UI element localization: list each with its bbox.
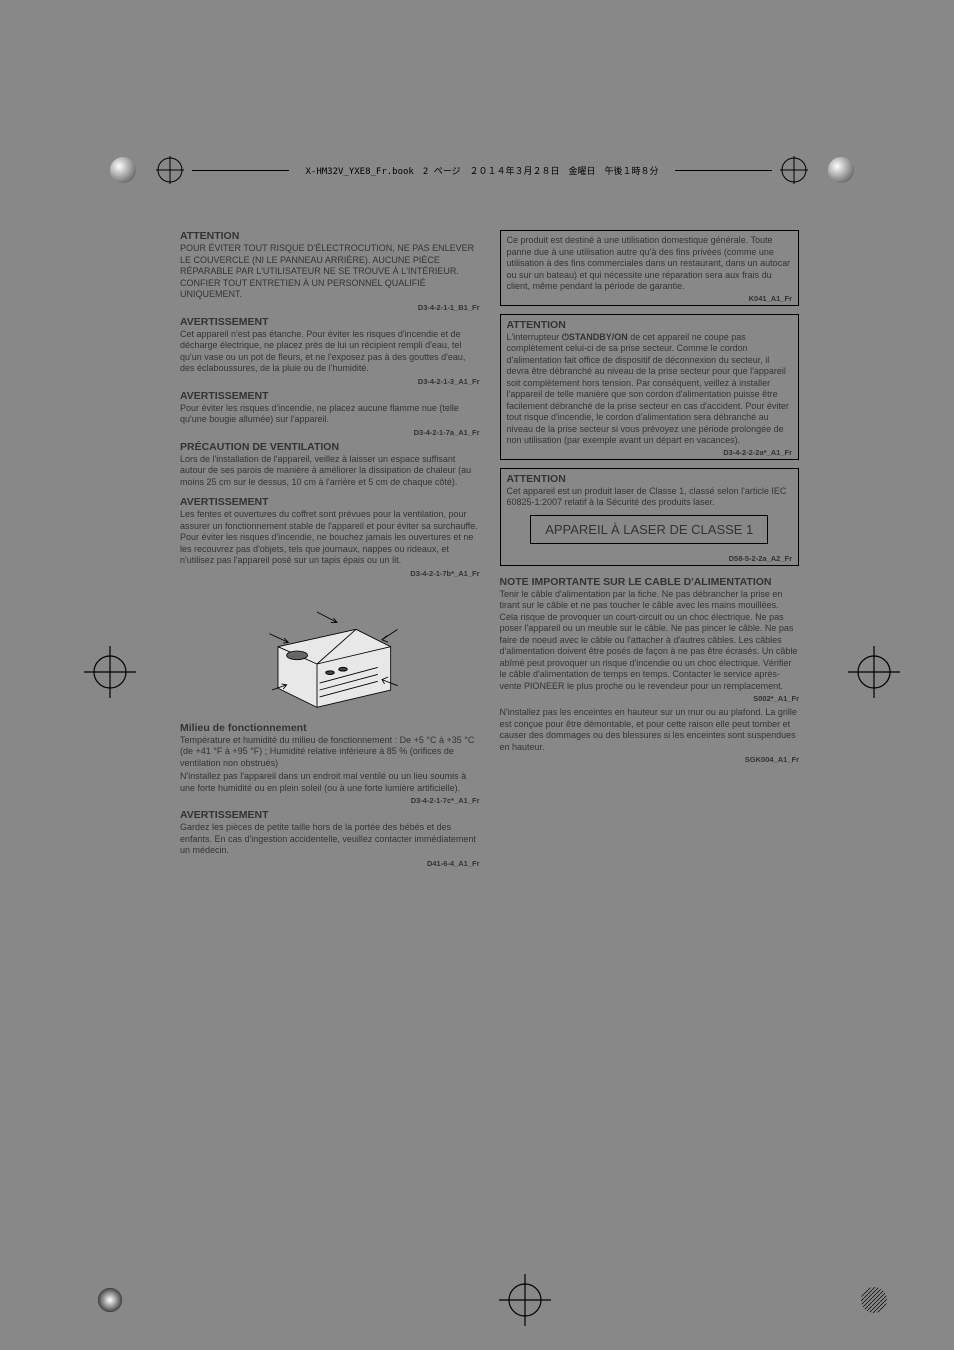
print-header: X-HM32V_YXE8_Fr.book 2 ページ ２０１４年３月２８日 金曜… xyxy=(110,158,874,182)
ref-code: D3-4-2-1-7c*_A1_Fr xyxy=(180,796,480,805)
ref-code: D3-4-2-1-1_B1_Fr xyxy=(180,303,480,312)
para-laser: Cet appareil est un produit laser de Cla… xyxy=(507,486,793,509)
header-circle-graphic xyxy=(110,157,136,183)
header-jp-text: X-HM32V_YXE8_Fr.book 2 ページ ２０１４年３月２８日 金曜… xyxy=(305,164,658,177)
header-rule xyxy=(192,170,289,171)
box-standby: ATTENTION L'interrupteur ⏻STANDBY/ON de … xyxy=(500,314,800,460)
header-rule xyxy=(675,170,772,171)
box-laser: ATTENTION Cet appareil est un produit la… xyxy=(500,468,800,566)
heading-attention: ATTENTION xyxy=(180,230,480,242)
para-env-temp: Température et humidité du milieu de fon… xyxy=(180,735,480,770)
ref-code: SGK004_A1_Fr xyxy=(500,755,800,764)
ref-code: D3-4-2-1-3_A1_Fr xyxy=(180,377,480,386)
standby-label: ⏻STANDBY/ON xyxy=(562,332,628,342)
box-domestic-use: Ce produit est destiné à une utilisation… xyxy=(500,230,800,306)
para-water: Cet appareil n'est pas étanche. Pour évi… xyxy=(180,329,480,375)
crosshair-icon xyxy=(844,642,904,702)
header-circle-graphic xyxy=(828,157,854,183)
ref-code: D58-5-2-2a_A2_Fr xyxy=(507,554,793,563)
heading-cable: NOTE IMPORTANTE SUR LE CABLE D'ALIMENTAT… xyxy=(500,576,800,588)
para-electrocution: POUR ÉVITER TOUT RISQUE D'ÉLECTROCUTION,… xyxy=(180,243,480,301)
device-illustration xyxy=(240,586,420,716)
heading-avertissement: AVERTISSEMENT xyxy=(180,316,480,328)
heading-avertissement: AVERTISSEMENT xyxy=(180,496,480,508)
heading-milieu: Milieu de fonctionnement xyxy=(180,722,480,734)
reg-corner-icon xyxy=(844,1270,904,1330)
ref-code: K041_A1_Fr xyxy=(507,294,793,303)
heading-attention: ATTENTION xyxy=(507,319,793,331)
left-column: ATTENTION POUR ÉVITER TOUT RISQUE D'ÉLEC… xyxy=(180,230,480,1230)
reg-corner-icon xyxy=(80,1270,140,1330)
laser-class-label: APPAREIL À LASER DE CLASSE 1 xyxy=(530,515,768,544)
page-content: ATTENTION POUR ÉVITER TOUT RISQUE D'ÉLEC… xyxy=(180,230,799,1230)
para-domestic: Ce produit est destiné à une utilisation… xyxy=(507,235,793,293)
crosshair-icon xyxy=(780,156,808,184)
crosshair-icon xyxy=(156,156,184,184)
laser-label-wrap: APPAREIL À LASER DE CLASSE 1 D58-5-2-2a_… xyxy=(507,509,793,563)
para-ventilation-install: Lors de l'installation de l'appareil, ve… xyxy=(180,454,480,489)
ref-code: D41-6-4_A1_Fr xyxy=(180,859,480,868)
heading-ventilation: PRÉCAUTION DE VENTILATION xyxy=(180,441,480,453)
ref-code: D3-4-2-1-7b*_A1_Fr xyxy=(180,569,480,578)
para-cable: Tenir le câble d'alimentation par la fic… xyxy=(500,589,800,693)
para-flame: Pour éviter les risques d'incendie, ne p… xyxy=(180,403,480,426)
text-fragment: de cet appareil ne coupe pas complètemen… xyxy=(507,332,789,446)
crosshair-icon xyxy=(495,1270,555,1330)
para-speakers: N'installez pas les enceintes en hauteur… xyxy=(500,707,800,753)
ref-code: D3-4-2-2-2a*_A1_Fr xyxy=(507,448,793,457)
para-env-install: N'installez pas l'appareil dans un endro… xyxy=(180,771,480,794)
ref-code: S002*_A1_Fr xyxy=(500,694,800,703)
heading-avertissement: AVERTISSEMENT xyxy=(180,809,480,821)
right-column: Ce produit est destiné à une utilisation… xyxy=(500,230,800,1230)
heading-attention: ATTENTION xyxy=(507,473,793,485)
para-small-parts: Gardez les pièces de petite taille hors … xyxy=(180,822,480,857)
ref-code: D3-4-2-1-7a_A1_Fr xyxy=(180,428,480,437)
crosshair-icon xyxy=(80,642,140,702)
para-ventilation-slots: Les fentes et ouvertures du coffret sont… xyxy=(180,509,480,567)
heading-avertissement: AVERTISSEMENT xyxy=(180,390,480,402)
para-standby: L'interrupteur ⏻STANDBY/ON de cet appare… xyxy=(507,332,793,447)
text-fragment: L'interrupteur xyxy=(507,332,562,342)
